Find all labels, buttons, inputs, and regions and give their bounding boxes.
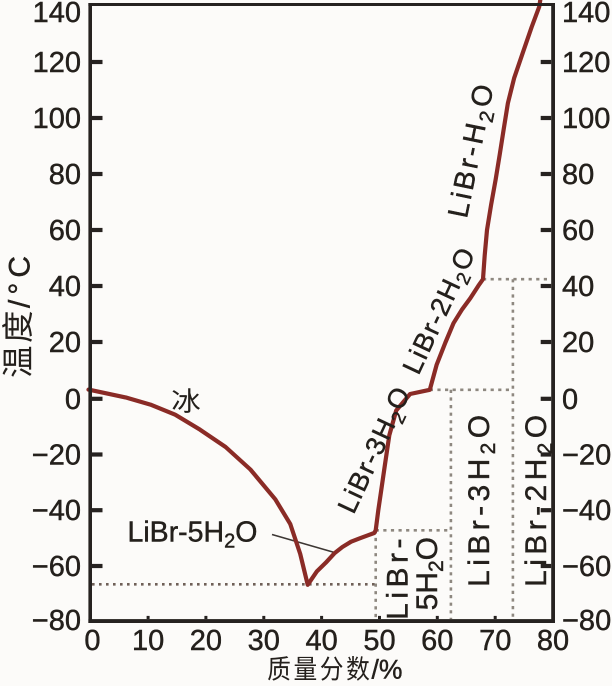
svg-text:30: 30 <box>248 625 280 657</box>
svg-text:−80: −80 <box>32 605 81 637</box>
svg-text:80: 80 <box>49 159 81 191</box>
svg-text:10: 10 <box>132 625 164 657</box>
svg-text:−80: −80 <box>562 605 611 637</box>
svg-text:20: 20 <box>49 327 81 359</box>
svg-text:−60: −60 <box>562 551 611 583</box>
svg-text:80: 80 <box>562 159 594 191</box>
svg-text:LiBr-5H2O: LiBr-5H2O <box>128 517 258 553</box>
svg-text:120: 120 <box>33 47 81 79</box>
svg-text:40: 40 <box>49 271 81 303</box>
svg-text:20: 20 <box>562 327 594 359</box>
svg-text:20: 20 <box>190 625 222 657</box>
svg-text:40: 40 <box>562 271 594 303</box>
svg-text:−20: −20 <box>562 440 611 472</box>
svg-text:5H2O: 5H2O <box>411 537 448 610</box>
svg-text:0: 0 <box>562 384 578 416</box>
svg-text:80: 80 <box>537 625 569 657</box>
svg-text:/°C: /°C <box>4 251 37 308</box>
svg-text:140: 140 <box>562 0 610 29</box>
svg-text:−60: −60 <box>32 551 81 583</box>
svg-text:−40: −40 <box>562 495 611 527</box>
svg-text:0: 0 <box>65 384 81 416</box>
svg-text:/%: /% <box>372 655 403 685</box>
svg-text:LiBr-: LiBr- <box>382 534 415 620</box>
svg-text:60: 60 <box>562 215 594 247</box>
svg-text:LiBr-3H2O: LiBr-3H2O <box>463 411 500 587</box>
svg-text:60: 60 <box>49 215 81 247</box>
svg-text:50: 50 <box>363 625 395 657</box>
svg-text:LiBr-2H2O: LiBr-2H2O <box>520 411 557 587</box>
svg-text:100: 100 <box>33 103 81 135</box>
svg-text:70: 70 <box>479 625 511 657</box>
svg-text:−20: −20 <box>32 440 81 472</box>
svg-text:40: 40 <box>305 625 337 657</box>
svg-text:0: 0 <box>84 625 100 657</box>
svg-text:60: 60 <box>421 625 453 657</box>
svg-text:−40: −40 <box>32 495 81 527</box>
svg-text:120: 120 <box>562 47 610 79</box>
svg-text:140: 140 <box>33 0 81 29</box>
svg-text:LiBr-H2O: LiBr-H2O <box>442 79 505 221</box>
svg-text:100: 100 <box>562 103 610 135</box>
